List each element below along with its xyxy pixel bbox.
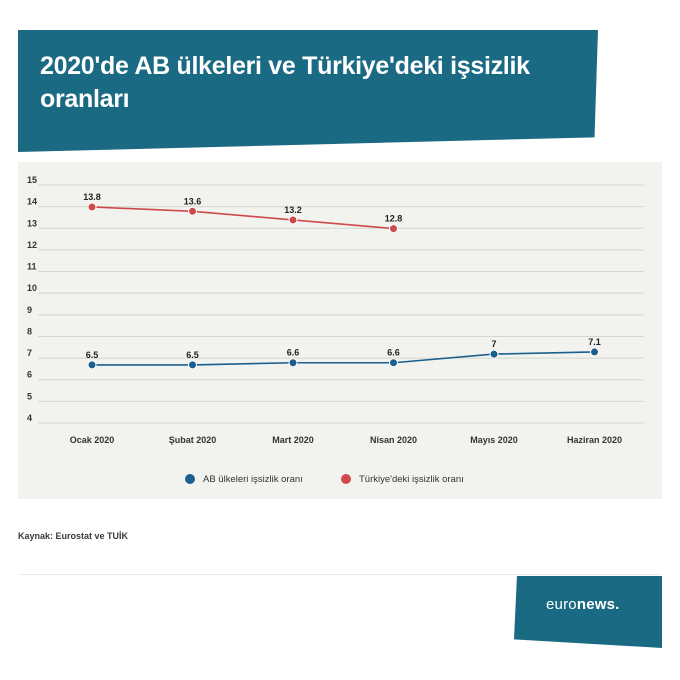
data-point <box>288 215 298 225</box>
data-label: 12.8 <box>385 214 403 224</box>
series-line <box>91 206 394 230</box>
divider <box>18 574 662 575</box>
data-point <box>590 347 599 357</box>
y-tick-label: 12 <box>27 240 37 250</box>
y-tick-label: 5 <box>27 391 32 401</box>
data-point <box>288 358 298 368</box>
chart-title: 2020'de AB ülkeleri ve Türkiye'deki işsi… <box>40 52 530 113</box>
data-point <box>389 358 398 368</box>
legend-marker <box>341 474 351 484</box>
data-point <box>188 206 197 216</box>
legend-marker <box>185 474 195 484</box>
x-tick-label: Ocak 2020 <box>70 435 115 445</box>
x-tick-label: Mart 2020 <box>272 435 314 445</box>
data-point <box>489 349 499 359</box>
data-label: 6.6 <box>287 348 300 358</box>
legend-label: Türkiye'deki işsizlik oranı <box>359 474 464 485</box>
data-label: 13.8 <box>83 192 101 202</box>
data-point <box>87 360 97 370</box>
logo-text-part2: news. <box>576 596 620 613</box>
x-tick-label: Haziran 2020 <box>567 435 622 445</box>
y-tick-label: 9 <box>27 305 32 315</box>
logo-text-part1: euro <box>546 596 577 613</box>
y-tick-label: 4 <box>27 413 32 423</box>
series-line <box>92 351 595 366</box>
data-label: 6.5 <box>86 350 99 360</box>
y-tick-label: 8 <box>27 326 32 336</box>
data-label: 7 <box>491 339 496 349</box>
title-banner: 2020'de AB ülkeleri ve Türkiye'deki işsi… <box>18 30 598 152</box>
y-tick-label: 10 <box>27 283 37 293</box>
source-note: Kaynak: Eurostat ve TUİK <box>18 531 129 541</box>
euronews-logo: euronews. <box>514 576 662 648</box>
logo-text: euronews. <box>546 596 620 613</box>
data-label: 13.6 <box>184 196 202 206</box>
y-tick-label: 7 <box>27 348 32 358</box>
data-label: 6.5 <box>186 350 199 360</box>
y-tick-label: 13 <box>27 218 37 228</box>
x-tick-label: Mayıs 2020 <box>470 435 518 445</box>
legend-label: AB ülkeleri işsizlik oranı <box>203 474 303 485</box>
data-label: 7.1 <box>588 337 601 347</box>
y-tick-label: 14 <box>27 197 37 207</box>
x-tick-label: Şubat 2020 <box>169 435 217 445</box>
data-point <box>188 360 197 370</box>
data-label: 6.6 <box>387 348 400 358</box>
x-tick-label: Nisan 2020 <box>370 435 417 445</box>
y-tick-label: 6 <box>27 370 32 380</box>
y-tick-label: 11 <box>27 262 37 272</box>
y-tick-label: 15 <box>27 175 37 185</box>
line-chart: 4 5 6 7 8 9 10 11 12 13 14 15 Ocak 2020 Şubat 2020 Mar… <box>27 175 644 485</box>
data-point <box>389 224 398 234</box>
data-label: 13.2 <box>284 205 302 215</box>
data-point <box>87 202 97 212</box>
chart-area: 4 5 6 7 8 9 10 11 12 13 14 15 Ocak 2020 Şubat 2020 Mar… <box>18 162 662 499</box>
